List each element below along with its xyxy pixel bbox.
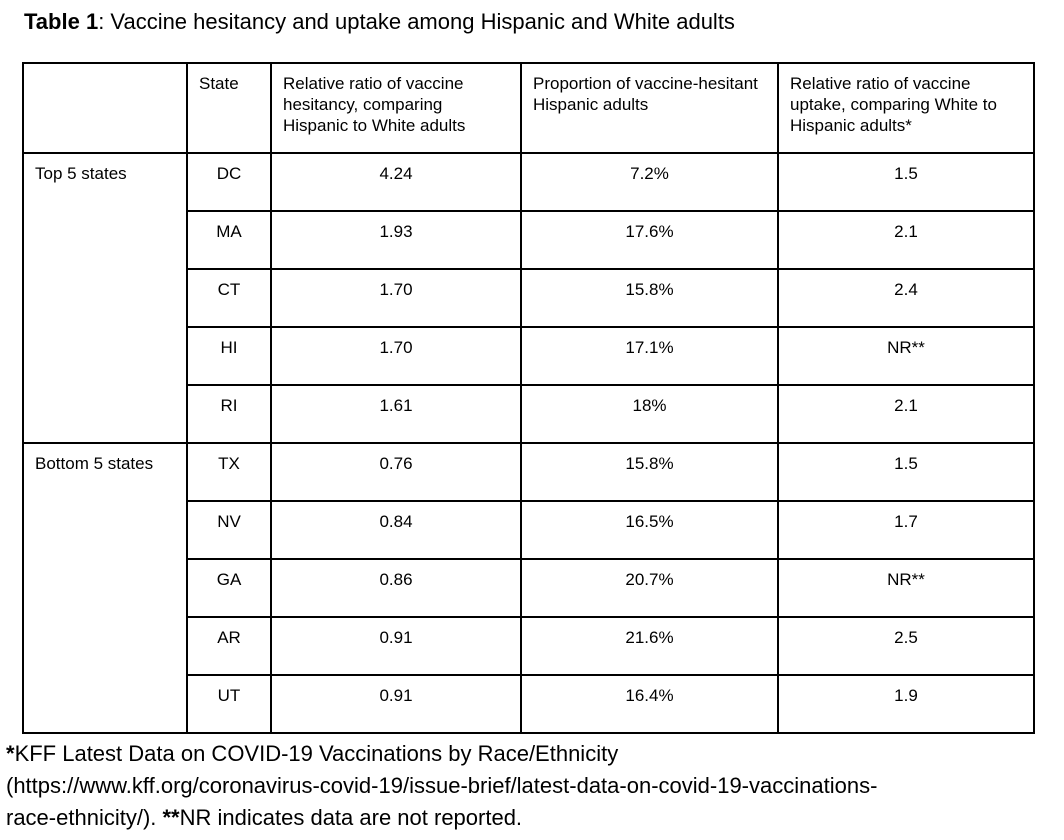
state-cell: GA	[186, 558, 272, 618]
state-cell: AR	[186, 616, 272, 676]
hesitancy-ratio-cell: 1.70	[270, 268, 522, 328]
state-cell: UT	[186, 674, 272, 734]
proportion-cell: 16.4%	[520, 674, 779, 734]
footnote-line-3: race-ethnicity/). **NR indicates data ar…	[6, 802, 1064, 834]
table-row: Top 5 states DC 4.24 7.2% 1.5	[22, 152, 1035, 444]
group-cell-top-5-states: Top 5 states	[22, 152, 188, 444]
footnote-source-text: KFF Latest Data on COVID-19 Vaccinations…	[14, 741, 619, 766]
state-cell: CT	[186, 268, 272, 328]
uptake-ratio-cell: 1.7	[777, 500, 1035, 560]
table-row: NV 0.84 16.5% 1.7	[23, 500, 1035, 560]
hesitancy-ratio-cell: 4.24	[270, 152, 522, 212]
uptake-ratio-cell: 1.9	[777, 674, 1035, 734]
uptake-ratio-cell: NR**	[777, 558, 1035, 618]
footnote-double-asterisk: **	[162, 805, 180, 830]
table-title-label: Table 1	[24, 9, 99, 34]
proportion-cell: 17.1%	[520, 326, 779, 386]
table-title-text: : Vaccine hesitancy and uptake among His…	[98, 9, 735, 34]
state-cell: MA	[186, 210, 272, 270]
table-row: CT 1.70 15.8% 2.4	[23, 268, 1035, 328]
uptake-ratio-cell: 1.5	[777, 442, 1035, 502]
proportion-cell: 20.7%	[520, 558, 779, 618]
state-cell: RI	[186, 384, 272, 444]
uptake-ratio-cell: NR**	[777, 326, 1035, 386]
uptake-ratio-cell: 2.1	[777, 384, 1035, 444]
table-row: UT 0.91 16.4% 1.9	[23, 674, 1035, 734]
uptake-ratio-cell: 2.4	[777, 268, 1035, 328]
state-cell: DC	[186, 152, 272, 212]
hesitancy-ratio-cell: 0.86	[270, 558, 522, 618]
proportion-cell: 16.5%	[520, 500, 779, 560]
footnote-nr-text: NR indicates data are not reported.	[179, 805, 523, 830]
footnote-line-2: (https://www.kff.org/coronavirus-covid-1…	[6, 770, 1064, 802]
table-row: GA 0.86 20.7% NR**	[23, 558, 1035, 618]
proportion-cell: 15.8%	[520, 268, 779, 328]
col-header-state: State	[186, 62, 272, 154]
col-header-uptake-ratio: Relative ratio of vaccine uptake, compar…	[777, 62, 1035, 154]
hesitancy-ratio-cell: 1.70	[270, 326, 522, 386]
hesitancy-ratio-cell: 1.61	[270, 384, 522, 444]
table-row: Bottom 5 states TX 0.76 15.8% 1.5	[22, 442, 1035, 734]
table-row: MA 1.93 17.6% 2.1	[23, 210, 1035, 270]
table-row: AR 0.91 21.6% 2.5	[23, 616, 1035, 676]
col-header-group	[22, 62, 188, 154]
header-row: State Relative ratio of vaccine hesitanc…	[22, 62, 1035, 154]
hesitancy-ratio-cell: 0.84	[270, 500, 522, 560]
proportion-cell: 17.6%	[520, 210, 779, 270]
table-row: RI 1.61 18% 2.1	[23, 384, 1035, 444]
data-table: State Relative ratio of vaccine hesitanc…	[22, 62, 1035, 734]
proportion-cell: 21.6%	[520, 616, 779, 676]
state-cell: NV	[186, 500, 272, 560]
proportion-cell: 15.8%	[520, 442, 779, 502]
proportion-cell: 7.2%	[520, 152, 779, 212]
table-title: Table 1: Vaccine hesitancy and uptake am…	[24, 8, 1064, 36]
uptake-ratio-cell: 1.5	[777, 152, 1035, 212]
uptake-ratio-cell: 2.5	[777, 616, 1035, 676]
table-row: HI 1.70 17.1% NR**	[23, 326, 1035, 386]
hesitancy-ratio-cell: 1.93	[270, 210, 522, 270]
uptake-ratio-cell: 2.1	[777, 210, 1035, 270]
footnote-url-text: (https://www.kff.org/coronavirus-covid-1…	[6, 773, 878, 798]
hesitancy-ratio-cell: 0.91	[270, 674, 522, 734]
hesitancy-ratio-cell: 0.91	[270, 616, 522, 676]
col-header-proportion-hesitant: Proportion of vaccine-hesitant Hispanic …	[520, 62, 779, 154]
group-cell-bottom-5-states: Bottom 5 states	[22, 442, 188, 734]
col-header-hesitancy-ratio: Relative ratio of vaccine hesitancy, com…	[270, 62, 522, 154]
footnote-line-1: *KFF Latest Data on COVID-19 Vaccination…	[6, 738, 1064, 770]
proportion-cell: 18%	[520, 384, 779, 444]
hesitancy-ratio-cell: 0.76	[270, 442, 522, 502]
state-cell: TX	[186, 442, 272, 502]
state-cell: HI	[186, 326, 272, 386]
footnote: *KFF Latest Data on COVID-19 Vaccination…	[6, 738, 1064, 834]
footnote-url-end-text: race-ethnicity/).	[6, 805, 163, 830]
footnote-asterisk: *	[6, 741, 15, 766]
